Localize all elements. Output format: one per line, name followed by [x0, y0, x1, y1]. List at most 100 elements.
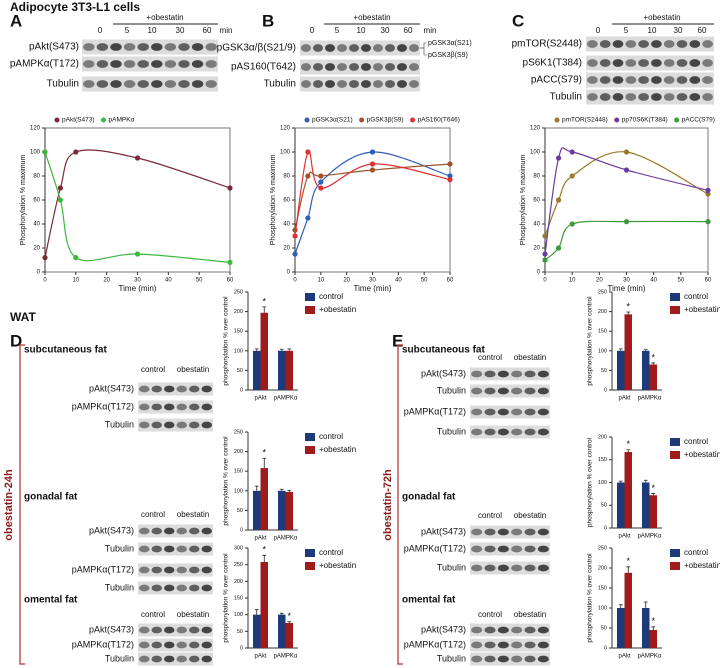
- lane-label: 60: [203, 26, 212, 35]
- significance-mark: *: [651, 616, 655, 626]
- legend-swatch: [304, 117, 310, 123]
- x-axis-label: Time (min): [354, 284, 392, 293]
- blot-band: [497, 387, 509, 395]
- blot-band: [191, 80, 204, 88]
- bar: [253, 350, 261, 390]
- blot-band: [651, 40, 662, 48]
- y-tick-label: 200: [598, 434, 607, 440]
- error-bar: [651, 362, 656, 365]
- significance-mark: *: [651, 352, 655, 362]
- figure-title: Adipocyte 3T3-L1 cells: [10, 0, 140, 14]
- y-axis-label: phosphorylation % over control: [223, 553, 230, 643]
- blot-band: [497, 545, 509, 553]
- lane-label: 60: [698, 26, 707, 35]
- error-bar: [279, 348, 284, 351]
- blot-band: [110, 60, 122, 68]
- blot-band: [164, 566, 175, 574]
- blot-band: [638, 76, 649, 84]
- error-bar: [626, 311, 631, 315]
- blot-band: [110, 43, 122, 51]
- tissue-title: subcutaneous fat: [24, 345, 107, 356]
- data-point: [447, 161, 453, 167]
- x-tick-label: pAMPKα: [638, 654, 662, 660]
- blot-band: [189, 545, 200, 553]
- series-line: [44, 149, 231, 258]
- blot-band: [612, 76, 624, 84]
- y-tick-label: 0: [604, 525, 607, 531]
- y-tick-label: 0: [240, 527, 243, 533]
- y-tick-label: 40: [283, 222, 290, 228]
- blot-band: [176, 641, 187, 649]
- lane-label: 60: [404, 26, 413, 35]
- lane-label: 5: [624, 26, 629, 35]
- blot-label: pAMPKα(T172): [404, 406, 466, 416]
- blot-band: [324, 44, 336, 52]
- blot-band: [638, 93, 649, 101]
- error-bar: [643, 479, 648, 483]
- blot-band: [484, 528, 496, 536]
- blot-band: [497, 626, 509, 634]
- blot-band: [312, 44, 324, 52]
- blot-band: [189, 527, 200, 535]
- data-point: [42, 149, 48, 155]
- y-tick-label: 100: [234, 488, 243, 494]
- blot-band: [139, 385, 150, 393]
- blot-band: [201, 421, 212, 429]
- legend-label: pACC(S79): [682, 117, 715, 124]
- legend-swatch: [670, 451, 680, 459]
- blot-band: [663, 76, 675, 84]
- blot-band: [176, 545, 187, 553]
- blot-label: Tubulin: [437, 426, 466, 436]
- lane-label: 5: [125, 26, 130, 35]
- condition-label: obestatin: [177, 510, 209, 519]
- y-tick-label: 60: [533, 198, 540, 204]
- treatment-label: +obestatin: [146, 13, 183, 22]
- blot-band: [638, 59, 649, 67]
- blot-band: [201, 584, 212, 592]
- legend-label: pAS160(T646): [418, 117, 460, 124]
- blot-band: [524, 428, 536, 436]
- blot-band: [537, 641, 549, 649]
- data-point: [569, 149, 575, 155]
- blot-band: [137, 60, 149, 68]
- legend-label: control: [684, 437, 708, 446]
- blot-label: Tubulin: [105, 543, 134, 553]
- blot-band: [537, 408, 549, 416]
- blot-label: pAkt(S473): [89, 525, 134, 535]
- blot-band: [139, 641, 150, 649]
- bar: [278, 350, 286, 390]
- blot-band: [511, 408, 523, 416]
- blot-band: [471, 528, 483, 536]
- data-point: [292, 233, 298, 239]
- y-axis-label: phosphorylation % over control: [223, 436, 230, 526]
- blot-band: [176, 655, 187, 663]
- y-axis-label: Phosphorylation % maximum: [20, 155, 27, 246]
- blot-band: [587, 93, 598, 101]
- series-line: [544, 147, 709, 255]
- blot-band: [360, 44, 372, 52]
- blot-band: [524, 528, 536, 536]
- legend-swatch: [410, 117, 416, 123]
- x-tick-label: 40: [165, 278, 172, 284]
- y-tick-label: 250: [234, 429, 243, 435]
- y-tick-label: 40: [533, 222, 540, 228]
- blot-band: [151, 80, 163, 88]
- blot-band: [484, 545, 496, 553]
- blot-band: [497, 528, 509, 536]
- blot-band: [164, 641, 175, 649]
- blot-label: pAMPKα(T172): [72, 564, 134, 574]
- blot-band: [189, 584, 200, 592]
- data-point: [569, 173, 575, 179]
- blot-band: [96, 60, 109, 68]
- blot-band: [587, 76, 598, 84]
- error-bar: [254, 348, 259, 351]
- error-bar: [254, 609, 259, 615]
- blot-band: [471, 387, 483, 395]
- blot-band: [139, 584, 150, 592]
- blot-band: [689, 93, 701, 101]
- blot-band: [396, 44, 408, 52]
- blot-band: [651, 76, 662, 84]
- x-tick-label: 0: [43, 278, 47, 284]
- blot-band: [123, 80, 136, 88]
- error-bar: [618, 480, 623, 483]
